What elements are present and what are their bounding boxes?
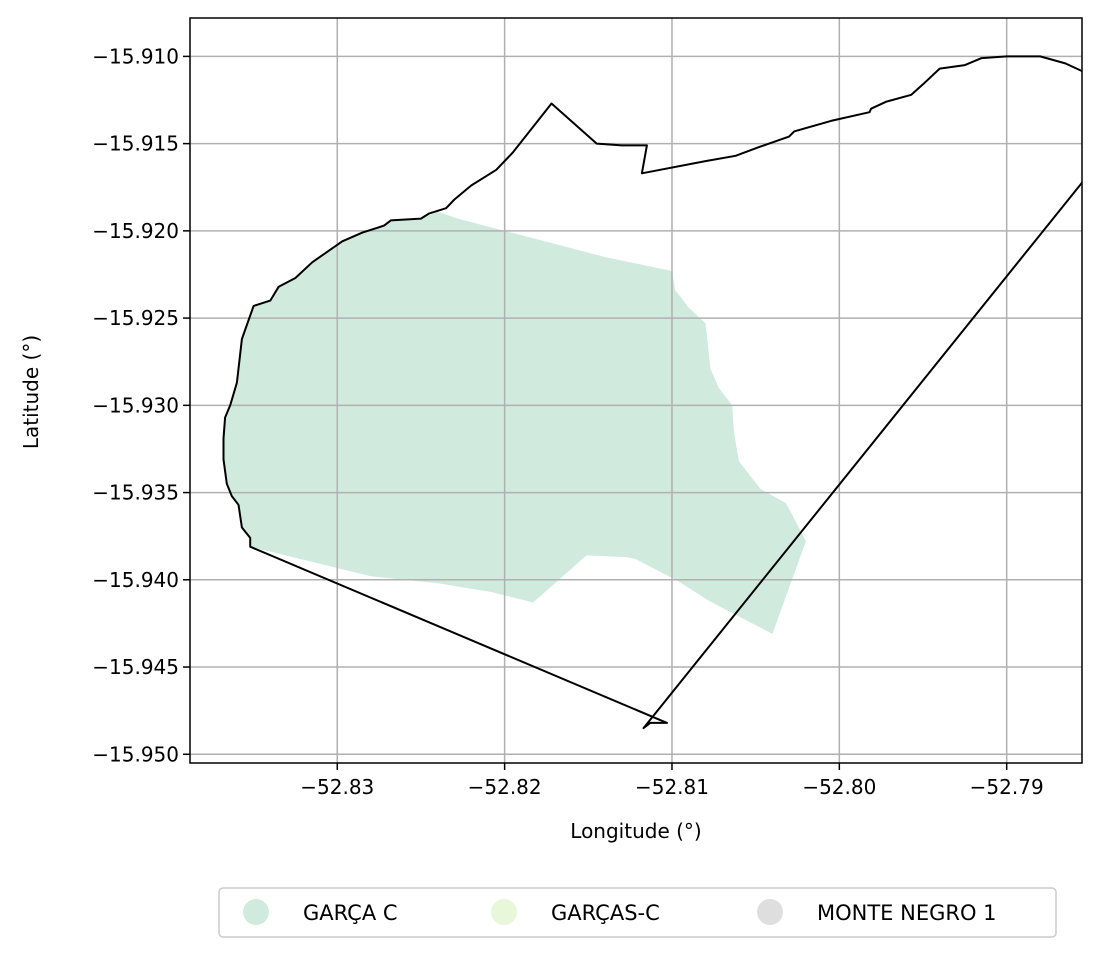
y-tick-label: −15.935 — [92, 481, 179, 505]
x-tick-label: −52.79 — [970, 775, 1044, 799]
x-tick-label: −52.82 — [468, 775, 542, 799]
legend-marker — [757, 899, 783, 925]
legend-label: GARÇAS-C — [551, 901, 660, 925]
y-tick-label: −15.925 — [92, 306, 179, 330]
y-tick-label: −15.920 — [92, 219, 179, 243]
y-tick-label: −15.910 — [92, 44, 179, 68]
x-tick-label: −52.81 — [635, 775, 709, 799]
legend-marker — [491, 899, 517, 925]
legend-label: MONTE NEGRO 1 — [817, 901, 997, 925]
x-axis-label: Longitude (°) — [570, 819, 701, 843]
x-tick-label: −52.80 — [802, 775, 876, 799]
y-tick-label: −15.915 — [92, 132, 179, 156]
y-tick-label: −15.945 — [92, 655, 179, 679]
legend-label: GARÇA C — [303, 901, 398, 925]
y-tick-label: −15.950 — [92, 742, 179, 766]
y-axis-label: Latitude (°) — [19, 335, 43, 449]
y-tick-label: −15.930 — [92, 393, 179, 417]
legend-entries: GARÇA C GARÇAS-C MONTE NEGRO 1 — [243, 899, 997, 925]
legend-marker — [243, 899, 269, 925]
y-tick-label: −15.940 — [92, 568, 179, 592]
legend: GARÇA C GARÇAS-C MONTE NEGRO 1 — [219, 888, 1056, 937]
x-tick-label: −52.83 — [300, 775, 374, 799]
